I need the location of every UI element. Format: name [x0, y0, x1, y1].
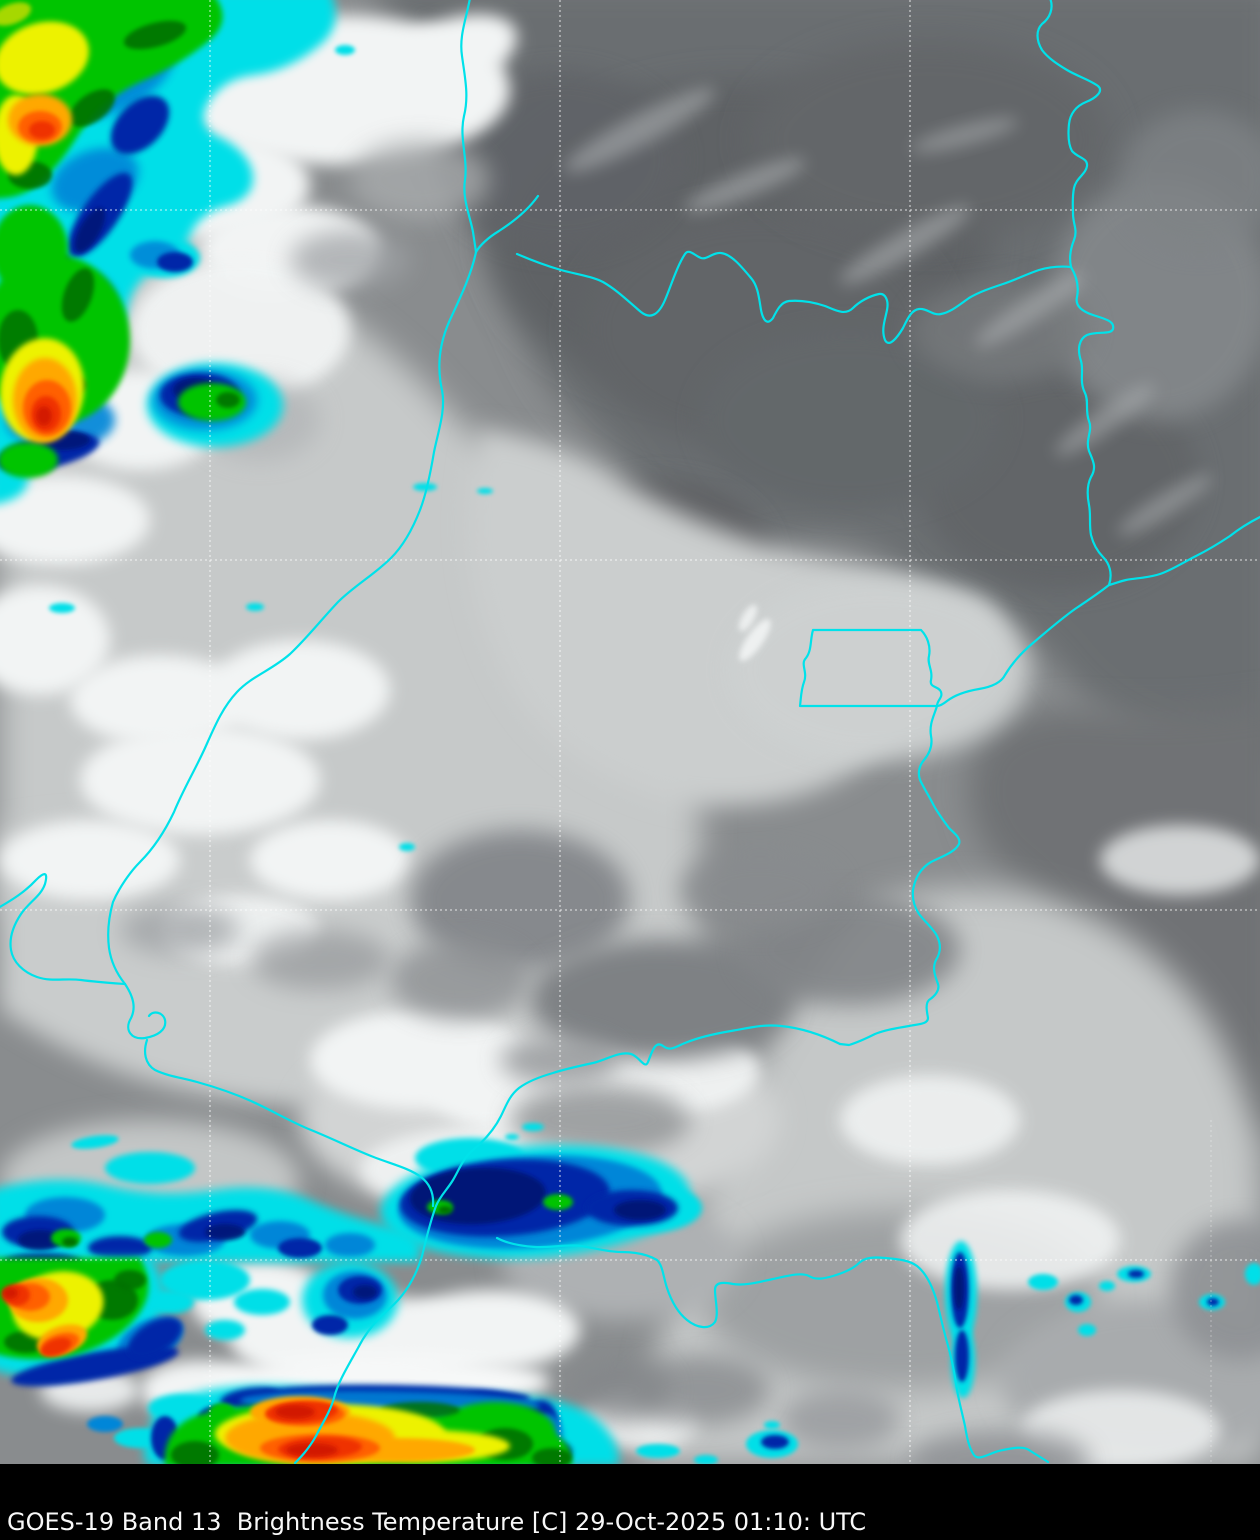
parana-river-north: [1036, 0, 1102, 269]
paraguay-river-south: [123, 982, 435, 1208]
pilcomayo-river: [0, 873, 127, 986]
apa-river-border: [515, 250, 1073, 344]
caption-bar: GOES-19 Band 13 Brightness Temperature […: [0, 1464, 1260, 1540]
paraguay-river-north: [460, 0, 478, 254]
border-lines: [0, 0, 1260, 1464]
storm-south-complex: [143, 1354, 718, 1464]
lower-parana-river: [495, 1236, 1050, 1464]
storm-west-band: [0, 1135, 420, 1262]
storm-northwest-complex: [0, 0, 493, 851]
river-fork: [474, 194, 540, 254]
east-border-river: [838, 704, 961, 1047]
parana-river-southwest: [935, 583, 1111, 708]
caption-text: GOES-19 Band 13 Brightness Temperature […: [7, 1508, 867, 1536]
land-layer: [0, 0, 1260, 1464]
iguazu-river: [1107, 515, 1260, 587]
southern-border-river: [420, 1024, 842, 1258]
boundary-rectangle: [798, 628, 943, 708]
convection-layer: [0, 0, 1260, 1464]
storm-southwest-cell: [0, 1253, 508, 1463]
satellite-image: [0, 0, 1260, 1464]
paraguay-river-middle: [107, 250, 478, 986]
parana-confluence-south: [293, 1254, 424, 1464]
cloud-layer: [0, 14, 1260, 1464]
graticule: [0, 0, 1260, 1464]
storm-small-streaks: [746, 1241, 1260, 1458]
storm-center-blue-cell: [380, 1123, 702, 1259]
parana-river-middle: [1069, 265, 1115, 587]
